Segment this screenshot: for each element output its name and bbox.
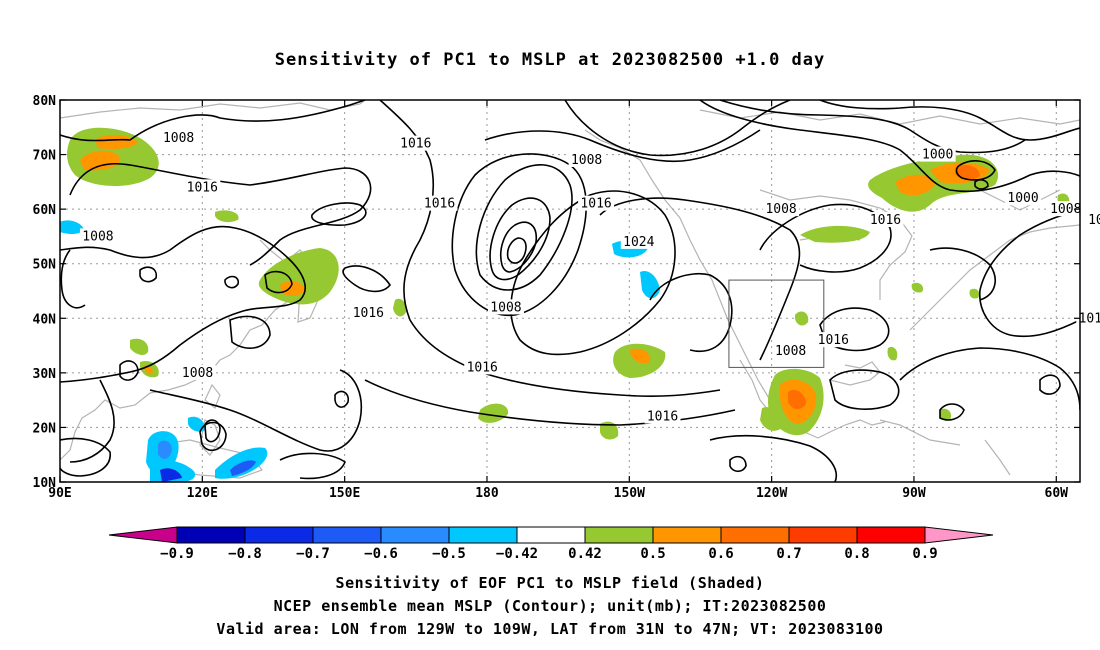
- contour-label-bg: [184, 179, 221, 195]
- axis-ticks: 90E 120E 150E 180 150W 120W 90W 60W 80N 70N 60N 50N…: [33, 94, 1080, 501]
- contour-label: 1016: [467, 360, 498, 375]
- negative-shading: [60, 220, 660, 482]
- contour-label: 1016: [1088, 213, 1100, 228]
- mslp-contours: [60, 100, 1080, 482]
- contour-label: 1000: [922, 148, 953, 163]
- valid-area-box: [728, 279, 825, 368]
- colorbar-cell: [312, 526, 382, 544]
- colorbar-label: 0.9: [912, 546, 937, 562]
- caption-contour: NCEP ensemble mean MSLP (Contour); unit(…: [273, 597, 827, 615]
- colorbar-label: 0.42: [568, 546, 602, 562]
- contour-label: 1008: [765, 202, 796, 217]
- contour-label-bg: [1076, 310, 1100, 326]
- colorbar-label: 0.8: [844, 546, 869, 562]
- colorbar-cell: [584, 526, 654, 544]
- sensitivity-shading: [60, 127, 1070, 482]
- x-tick-label: 180: [475, 486, 499, 501]
- colorbar-label: −0.42: [496, 546, 538, 562]
- colorbar-cell: [244, 526, 314, 544]
- contour-label: 1016: [1079, 311, 1100, 326]
- colorbar-cell: [448, 526, 518, 544]
- map-frame: [59, 99, 1081, 483]
- contour-label: 1016: [870, 213, 901, 228]
- contour-label: 1016: [187, 180, 218, 195]
- contour-label-bg: [160, 130, 197, 146]
- contour-label-bg: [487, 299, 524, 315]
- contour-label: 1008: [82, 229, 113, 244]
- x-tick-label: 150W: [614, 486, 645, 501]
- y-tick-label: 30N: [33, 367, 57, 382]
- contour-label-bg: [815, 332, 852, 348]
- colorbar-label: −0.5: [432, 546, 466, 562]
- colorbar-cell: [720, 526, 790, 544]
- colorbar-cell: [788, 526, 858, 544]
- contour-label-bg: [568, 152, 605, 168]
- contour-label: 1016: [818, 333, 849, 348]
- colorbar-label: −0.8: [228, 546, 262, 562]
- colorbar-label: 0.5: [640, 546, 665, 562]
- contour-label: 1016: [353, 306, 384, 321]
- colorbar-right-triangle: [924, 526, 994, 544]
- contour-label: 1016: [424, 197, 455, 212]
- contour-label: 1016: [647, 410, 678, 425]
- y-tick-label: 50N: [33, 258, 57, 273]
- y-tick-label: 10N: [33, 476, 57, 491]
- x-tick-label: 90E: [48, 486, 71, 501]
- contour-label-bg: [763, 201, 800, 217]
- colorbar-label: 0.6: [708, 546, 733, 562]
- contour-label-bg: [79, 228, 116, 244]
- y-tick-label: 70N: [33, 149, 57, 164]
- colorbar-left-triangle: [108, 526, 178, 544]
- contour-label-bg: [1085, 212, 1100, 228]
- contour-label-bg: [464, 359, 501, 375]
- colorbar-cell: [652, 526, 722, 544]
- contour-label-bg: [1047, 201, 1084, 217]
- x-tick-label: 150E: [329, 486, 360, 501]
- colorbar-label: −0.9: [160, 546, 194, 562]
- caption-shading: Sensitivity of EOF PC1 to MSLP field (Sh…: [335, 574, 765, 592]
- y-tick-label: 80N: [33, 94, 57, 109]
- colorbar-cell: [516, 526, 586, 544]
- contour-label: 1008: [1050, 202, 1081, 217]
- chart-title: Sensitivity of PC1 to MSLP at 2023082500…: [274, 50, 826, 70]
- contour-label-bg: [919, 146, 956, 162]
- contour-labels: 1008 1016 1008 1000 1016 1016 1016 1008 1016 1000…: [79, 130, 1100, 425]
- contour-label-bg: [578, 195, 615, 211]
- contour-label-bg: [772, 343, 809, 359]
- contour-label: 1016: [580, 197, 611, 212]
- x-tick-label: 90W: [902, 486, 926, 501]
- contour-label-bg: [644, 408, 681, 424]
- caption-valid-area: Valid area: LON from 129W to 109W, LAT f…: [216, 620, 884, 638]
- contour-label-bg: [620, 233, 657, 249]
- contour-label: 1000: [1007, 191, 1038, 206]
- contour-label-bg: [179, 364, 216, 380]
- x-tick-label: 120E: [187, 486, 218, 501]
- contour-label-bg: [1005, 190, 1042, 206]
- colorbar-label: 0.7: [776, 546, 801, 562]
- contour-label: 1016: [400, 137, 431, 152]
- contour-label: 1008: [490, 300, 521, 315]
- contour-label-bg: [397, 135, 434, 151]
- contour-label: 1008: [163, 131, 194, 146]
- positive-shading: [67, 127, 1070, 440]
- y-tick-label: 40N: [33, 312, 57, 327]
- contour-label-bg: [867, 212, 904, 228]
- colorbar-label: −0.7: [296, 546, 330, 562]
- contour-label: 1008: [182, 366, 213, 381]
- colorbar-cell: [380, 526, 450, 544]
- contour-label: 1008: [775, 344, 806, 359]
- colorbar-label: −0.6: [364, 546, 398, 562]
- colorbar-cell: [176, 526, 246, 544]
- y-tick-label: 20N: [33, 421, 57, 436]
- contour-label-bg: [350, 304, 387, 320]
- contour-label-bg: [421, 195, 458, 211]
- colorbar-cell: [856, 526, 926, 544]
- x-tick-label: 60W: [1045, 486, 1069, 501]
- contour-label: 1008: [571, 153, 602, 168]
- y-tick-label: 60N: [33, 203, 57, 218]
- colorbar: −0.9 −0.8 −0.7 −0.6 −0.5 −0.42 0.42 0.5 0.6 0.7 0.…: [108, 526, 994, 562]
- x-tick-label: 120W: [756, 486, 787, 501]
- contour-label: 1024: [623, 235, 654, 250]
